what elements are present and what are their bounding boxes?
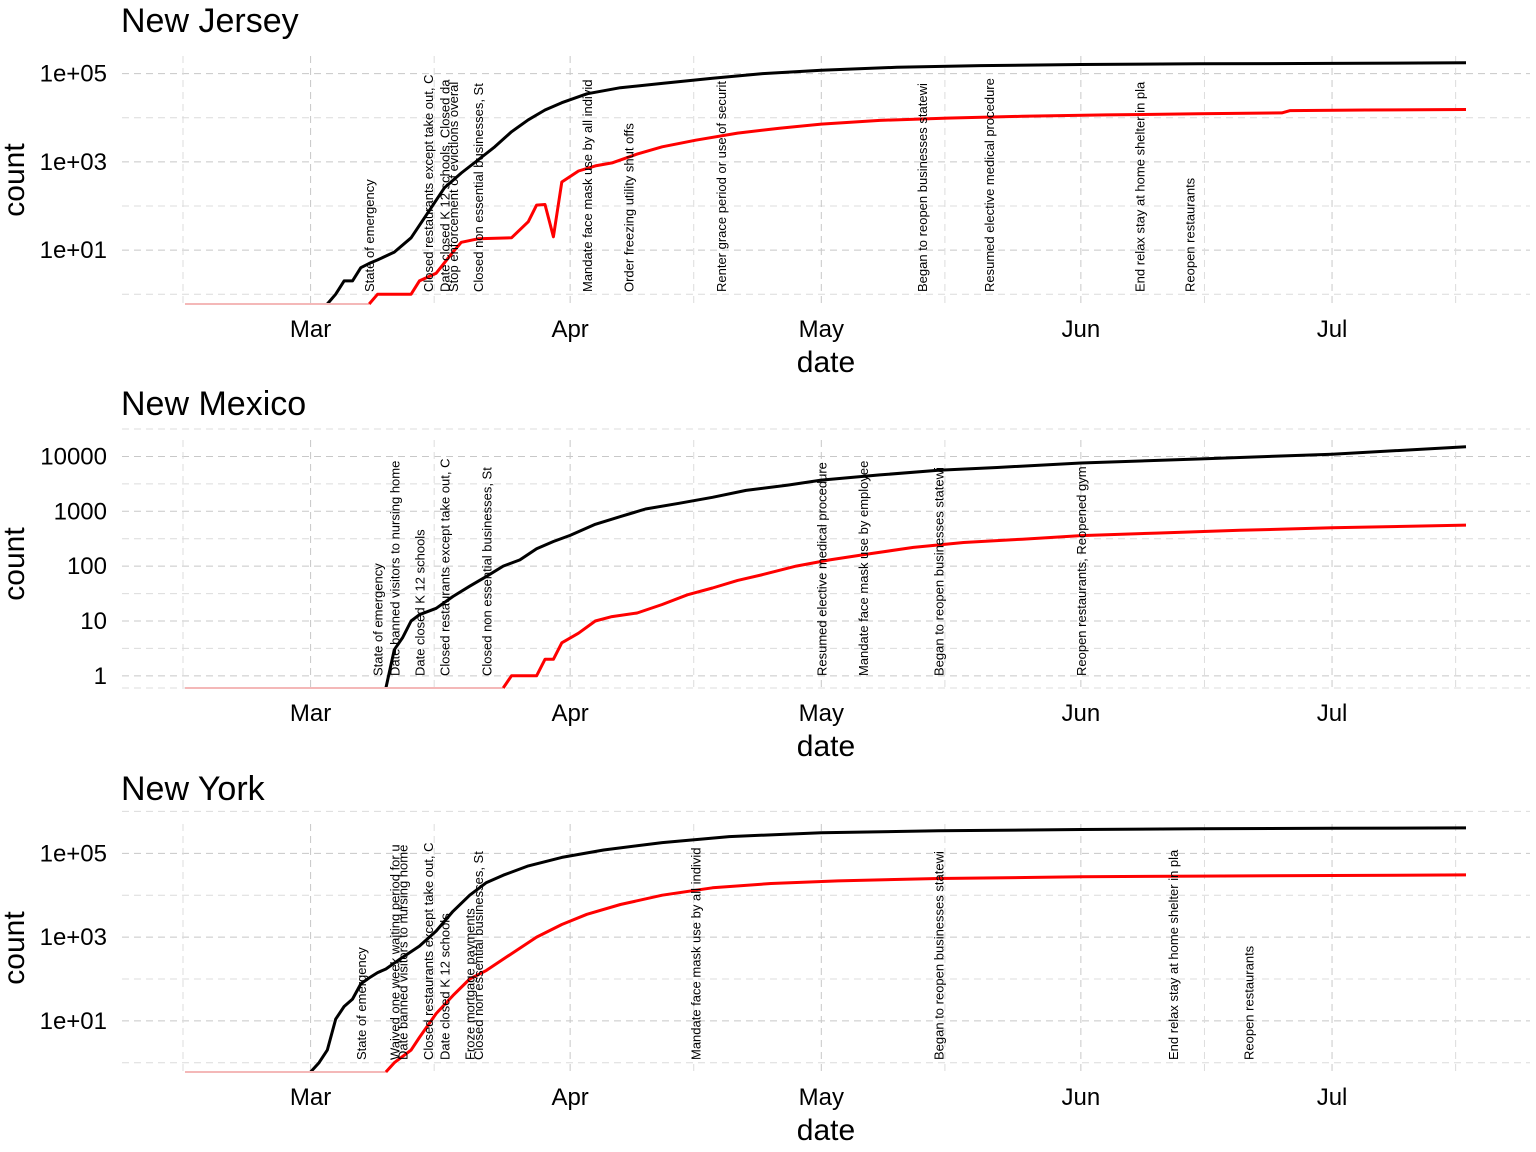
x-tick-label: Jun — [1062, 316, 1101, 343]
event-label: Froze mortgage payments — [463, 908, 478, 1060]
y-tick-label: 10 — [80, 608, 107, 635]
x-axis-label: date — [797, 730, 855, 763]
chart-title: New York — [121, 770, 266, 808]
y-tick-label: 1e+03 — [40, 149, 107, 176]
series-line-black — [309, 826, 1467, 1074]
x-tick-label: Jul — [1317, 700, 1348, 727]
event-label: Stop enforcement of evictions overal — [446, 82, 461, 292]
x-tick-label: Apr — [551, 700, 588, 727]
event-labels: State of emergency Waived one week waitin… — [354, 842, 1256, 1060]
event-label: Renter grace period or use of securit — [714, 81, 729, 292]
event-label: State of emergency — [362, 179, 377, 292]
event-label: Date closed K 12 schools — [438, 913, 453, 1060]
event-label: Resumed elective medical procedure — [982, 78, 997, 292]
event-label: Order freezing utility shut offs — [622, 123, 637, 292]
event-label: Date banned visitors to nursing home — [396, 845, 411, 1060]
x-axis: Mar Apr May Jun Jul — [290, 1084, 1347, 1111]
y-tick-label: 1 — [94, 663, 107, 690]
event-label: Began to reopen businesses statewi — [932, 851, 947, 1060]
event-label: Closed restaurants except take out, C — [438, 458, 453, 676]
panel-0: New Jersey 1e+01 1e+03 1e+05 count Mar Apr May J… — [0, 2, 1530, 379]
y-tick-label: 1e+03 — [40, 924, 107, 951]
x-axis: Mar Apr May Jun Jul — [290, 316, 1347, 343]
y-axis: 1 10 100 1000 10000 — [40, 443, 107, 689]
event-label: Mandate face mask use by employee — [856, 461, 871, 676]
event-label: Closed non essential businesses, St — [471, 851, 486, 1060]
event-label: Date closed K 12 schools, Closed da — [438, 79, 453, 292]
y-axis-label: count — [0, 143, 31, 217]
x-axis-label: date — [797, 1114, 855, 1147]
grid — [122, 810, 1530, 1072]
y-axis: 1e+01 1e+03 1e+05 — [40, 840, 107, 1035]
x-tick-label: Jul — [1317, 1084, 1348, 1111]
grid — [122, 428, 1530, 689]
x-axis-label: date — [797, 346, 855, 379]
event-label: Closed restaurants except take out, C — [421, 842, 436, 1060]
chart-title: New Jersey — [121, 2, 299, 40]
panel-2: New York 1e+01 1e+03 1e+05 count Mar Apr May Jun… — [0, 770, 1530, 1147]
event-label: End relax stay at home shelter in pla — [1132, 81, 1147, 292]
x-tick-label: Apr — [551, 1084, 588, 1111]
event-label: State of emergency — [354, 947, 369, 1060]
x-tick-label: May — [799, 316, 844, 343]
y-tick-label: 1e+05 — [40, 840, 107, 867]
y-tick-label: 10000 — [40, 443, 107, 470]
event-label: End relax stay at home shelter in pla — [1166, 849, 1181, 1060]
event-label: Closed non essential businesses, St — [471, 83, 486, 292]
event-label: Mandate face mask use by all individ — [580, 80, 595, 292]
event-label: Began to reopen businesses statewi — [932, 467, 947, 676]
series-line-black — [384, 445, 1467, 689]
event-label: Mandate face mask use by all individ — [689, 848, 704, 1060]
y-tick-label: 1e+05 — [40, 61, 107, 88]
x-tick-label: Mar — [290, 316, 331, 343]
y-tick-label: 1e+01 — [40, 1008, 107, 1035]
event-labels: State of emergency Closed restaurants exc… — [362, 74, 1198, 292]
x-tick-label: Jun — [1062, 700, 1101, 727]
x-tick-label: Jul — [1317, 316, 1348, 343]
chart-title: New Mexico — [121, 385, 306, 423]
event-label: Date banned visitors to nursing home — [387, 461, 402, 676]
x-tick-label: Apr — [551, 316, 588, 343]
x-tick-label: Mar — [290, 700, 331, 727]
event-label: Date closed K 12 schools — [412, 529, 427, 676]
panel-1: New Mexico 1 10 100 1000 10000 count Mar Apr May J… — [0, 385, 1530, 763]
series-line-black — [326, 61, 1467, 305]
event-label: Waived one week waiting period for u — [387, 844, 402, 1060]
y-axis-label: count — [0, 527, 31, 601]
grid — [122, 56, 1530, 304]
y-axis-label: count — [0, 911, 31, 985]
x-tick-label: May — [799, 700, 844, 727]
y-axis: 1e+01 1e+03 1e+05 — [40, 61, 107, 264]
event-label: Reopen restaurants — [1241, 945, 1256, 1060]
event-label: Reopen restaurants, Reopened gym — [1074, 466, 1089, 676]
x-tick-label: Mar — [290, 1084, 331, 1111]
series-line-red — [501, 523, 1467, 689]
event-label: Closed non essential businesses, St — [479, 467, 494, 676]
event-label: Closed restaurants except take out, C — [421, 74, 436, 292]
y-tick-label: 1e+01 — [40, 237, 107, 264]
series-line-red — [368, 108, 1467, 305]
x-axis: Mar Apr May Jun Jul — [290, 700, 1347, 727]
event-label: Reopen restaurants — [1183, 177, 1198, 292]
event-label: Resumed elective medical procedure — [814, 462, 829, 676]
event-labels: State of emergency Date banned visitors t… — [371, 458, 1089, 676]
y-tick-label: 100 — [67, 553, 107, 580]
y-tick-label: 1000 — [54, 498, 107, 525]
series-line-red — [384, 873, 1467, 1074]
x-tick-label: Jun — [1062, 1084, 1101, 1111]
x-tick-label: May — [799, 1084, 844, 1111]
event-label: State of emergency — [371, 563, 386, 676]
event-label: Began to reopen businesses statewi — [915, 83, 930, 292]
